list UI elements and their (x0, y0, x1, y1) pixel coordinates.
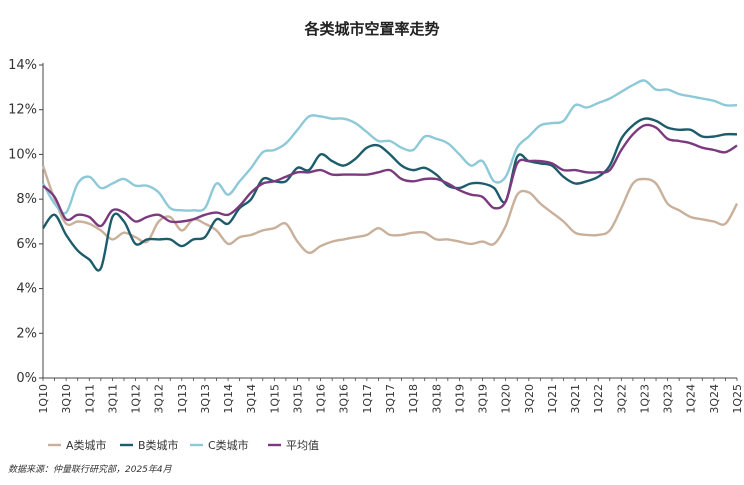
y-tick-label: 12% (8, 103, 37, 118)
x-tick-label: 1Q17 (361, 384, 374, 414)
y-tick-label: 10% (8, 147, 37, 162)
x-tick-label: 1Q22 (592, 384, 605, 414)
x-tick-label: 1Q21 (546, 384, 559, 414)
legend-label: C类城市 (208, 438, 249, 452)
legend-label: B类城市 (138, 438, 179, 452)
axes (42, 63, 737, 379)
legend: A类城市 B类城市 C类城市 平均值 (48, 438, 319, 452)
x-tick-label: 3Q23 (662, 384, 675, 414)
x-tick-label: 3Q14 (245, 384, 258, 414)
y-tick-label: 4% (16, 282, 37, 297)
series-line-A类城市 (41, 165, 739, 255)
x-tick-label: 1Q15 (268, 384, 281, 414)
x-tick-label: 1Q10 (37, 384, 50, 414)
x-tick-label: 3Q21 (569, 384, 582, 414)
x-tick-labels: 1Q10 3Q10 1Q11 3Q11 1Q12 3Q12 1Q13 3Q13 1Q14 3Q14… (37, 378, 744, 414)
x-tick-label: 1Q18 (407, 384, 420, 414)
series-lines (41, 79, 739, 272)
x-tick-label: 3Q13 (199, 384, 212, 414)
series-line-B类城市 (42, 117, 738, 272)
legend-label: A类城市 (66, 438, 107, 452)
x-tick-label: 1Q16 (315, 384, 328, 414)
x-tick-label: 3Q22 (615, 384, 628, 414)
x-tick-label: 1Q12 (130, 384, 143, 414)
x-tick-label: 1Q23 (638, 384, 651, 414)
series-line-C类城市 (41, 79, 738, 215)
x-tick-label: 1Q19 (453, 384, 466, 414)
y-tick-label: 14% (8, 58, 37, 73)
x-tick-label: 1Q25 (731, 384, 744, 414)
x-tick-label: 1Q14 (222, 384, 235, 414)
x-tick-label: 1Q13 (176, 384, 189, 414)
x-tick-label: 3Q24 (708, 384, 721, 414)
x-tick-label: 1Q11 (83, 384, 96, 414)
x-tick-label: 1Q20 (500, 384, 513, 414)
x-tick-label: 3Q20 (523, 384, 536, 414)
x-tick-label: 3Q18 (430, 384, 443, 414)
y-tick-label: 6% (16, 237, 37, 252)
x-tick-label: 3Q12 (153, 384, 166, 414)
x-tick-label: 1Q24 (685, 384, 698, 414)
x-tick-label: 3Q16 (338, 384, 351, 414)
series-line-平均值 (42, 123, 738, 228)
x-tick-label: 3Q10 (60, 384, 73, 414)
chart-title: 各类城市空置率走势 (303, 20, 439, 38)
x-tick-label: 3Q19 (477, 384, 490, 414)
source-note: 数据来源：仲量联行研究部，2025年4月 (8, 464, 173, 475)
x-tick-label: 3Q11 (106, 384, 119, 414)
y-tick-label: 8% (16, 192, 37, 207)
y-tick-labels: 0% 2% 4% 6% 8% 10% 12% 14% (8, 58, 43, 386)
y-tick-label: 2% (16, 326, 37, 341)
legend-label: 平均值 (286, 439, 319, 452)
x-tick-label: 3Q17 (384, 384, 397, 414)
x-tick-label: 3Q15 (291, 384, 304, 414)
y-tick-label: 0% (16, 371, 37, 386)
